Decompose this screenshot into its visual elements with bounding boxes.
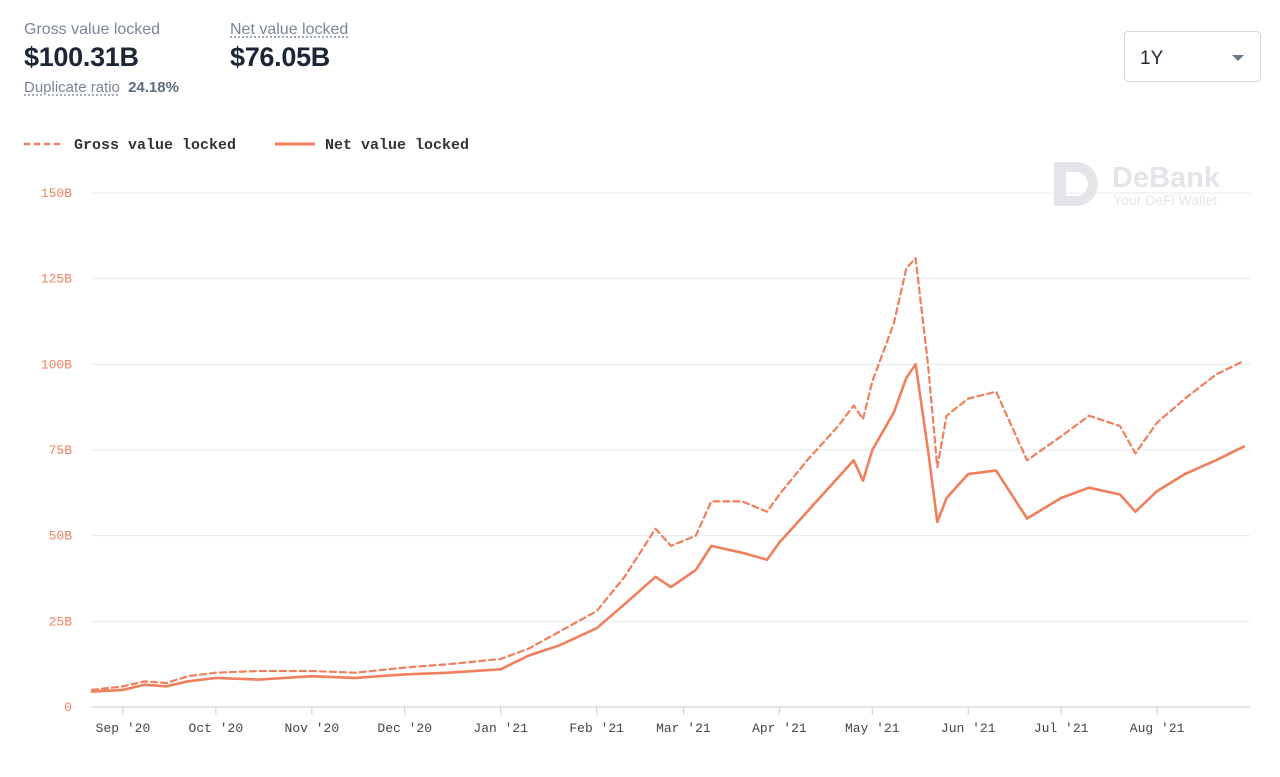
y-tick-label: 100B: [41, 357, 72, 372]
time-range-value: 1Y: [1140, 48, 1164, 69]
net-value-line: [90, 363, 1246, 693]
time-range-select[interactable]: 1Y: [1124, 31, 1261, 82]
debank-logo-icon: [1054, 162, 1098, 206]
net-value-amount: $76.05B: [230, 42, 330, 72]
x-tick-label: Jun '21: [941, 721, 996, 736]
x-tick-label: May '21: [845, 721, 900, 736]
chart-series: [90, 257, 1246, 693]
solid-line-icon: [275, 142, 315, 146]
x-tick-label: Jul '21: [1034, 721, 1089, 736]
y-tick-label: 50B: [49, 529, 73, 544]
chart-gridlines: [92, 192, 1250, 708]
duplicate-ratio-label[interactable]: Duplicate ratio: [24, 79, 120, 96]
y-axis: 0 25B 50B 75B 100B 125B 150B: [41, 186, 72, 715]
x-tick-label: Feb '21: [569, 721, 624, 736]
x-tick-label: Oct '20: [189, 721, 244, 736]
gross-value-stat: Gross value locked $100.31B: [24, 20, 160, 74]
y-tick-label: 75B: [49, 443, 73, 458]
duplicate-ratio-value: 24.18%: [128, 79, 179, 96]
gross-value-label: Gross value locked: [24, 21, 161, 38]
net-value-stat: Net value locked $76.05B: [230, 20, 348, 74]
duplicate-ratio: Duplicate ratio 24.18%: [24, 78, 179, 98]
watermark-brand: DeBank: [1112, 162, 1221, 194]
x-tick-label: Nov '20: [285, 721, 340, 736]
y-tick-label: 0: [64, 700, 72, 715]
chevron-down-icon: [1232, 55, 1244, 61]
debank-watermark: DeBank Your DeFi Wallet: [1054, 162, 1221, 208]
legend-label-gross: Gross value locked: [74, 137, 237, 154]
x-axis: Sep '20 Oct '20 Nov '20 Dec '20 Jan '21 Feb '…: [96, 707, 1185, 736]
legend-label-net: Net value locked: [325, 137, 470, 154]
x-tick-label: Apr '21: [752, 721, 807, 736]
x-tick-label: Sep '20: [96, 721, 151, 736]
dashed-line-icon: [24, 142, 64, 146]
y-tick-label: 125B: [41, 272, 72, 287]
gross-value-line: [90, 257, 1245, 691]
net-value-label[interactable]: Net value locked: [230, 21, 349, 38]
gross-value-amount: $100.31B: [24, 42, 139, 72]
y-tick-label: 150B: [41, 186, 72, 201]
x-tick-label: Mar '21: [656, 721, 711, 736]
x-tick-label: Dec '20: [377, 721, 432, 736]
watermark-tagline: Your DeFi Wallet: [1113, 192, 1217, 208]
x-tick-label: Jan '21: [473, 721, 528, 736]
x-tick-label: Aug '21: [1130, 721, 1185, 736]
y-tick-label: 25B: [49, 614, 73, 629]
